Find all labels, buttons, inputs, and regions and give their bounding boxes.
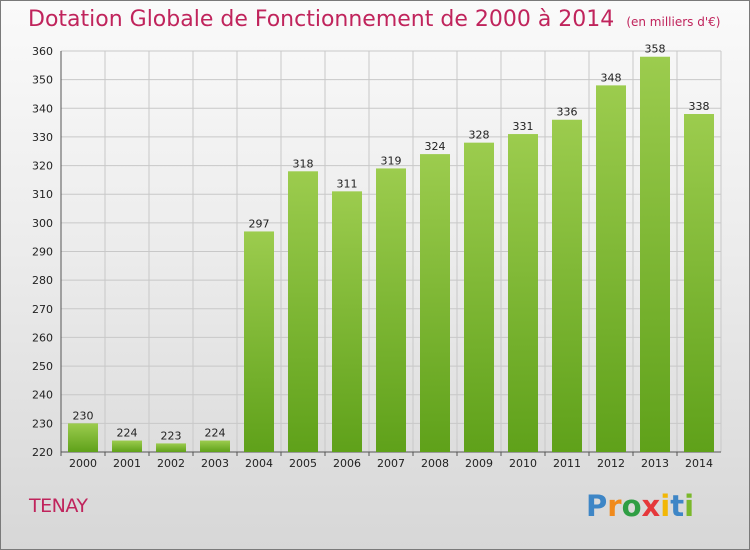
data-label: 319: [381, 154, 402, 167]
x-tick-label: 2000: [69, 457, 97, 470]
y-tick-label: 240: [32, 389, 53, 402]
bar-2014: [684, 114, 714, 452]
data-label: 230: [73, 409, 94, 422]
bar-2001: [112, 440, 142, 452]
y-tick-label: 220: [32, 446, 53, 459]
y-tick-label: 230: [32, 417, 53, 430]
data-label: 297: [249, 217, 270, 230]
data-label: 318: [293, 157, 314, 170]
bar-2000: [68, 423, 98, 452]
bar-2002: [156, 443, 186, 452]
y-tick-label: 350: [32, 74, 53, 87]
bars: [68, 56, 714, 453]
bar-2013: [640, 56, 670, 452]
y-tick-label: 290: [32, 246, 53, 259]
y-tick-label: 360: [32, 45, 53, 58]
labels: 220 230 240 250 260 270 280 290 300 310 320 330 340 3…: [32, 43, 713, 470]
bar-2010: [508, 134, 538, 453]
svg-text:Proxiti: Proxiti: [586, 489, 694, 523]
y-tick-label: 270: [32, 303, 53, 316]
y-tick-label: 310: [32, 188, 53, 201]
x-tick-label: 2010: [509, 457, 537, 470]
chart-title: Dotation Globale de Fonctionnement de 20…: [28, 7, 720, 32]
y-tick-label: 330: [32, 131, 53, 144]
data-label: 338: [689, 100, 710, 113]
x-tick-label: 2013: [641, 457, 669, 470]
x-tick-label: 2008: [421, 457, 449, 470]
bar-2003: [200, 440, 230, 452]
data-label: 348: [601, 71, 622, 84]
bar-2006: [332, 191, 362, 452]
y-tick-label: 340: [32, 102, 53, 115]
data-label: 358: [645, 43, 666, 56]
title-unit: (en milliers d'€): [626, 15, 721, 29]
x-tick-label: 2006: [333, 457, 361, 470]
bar-2012: [596, 85, 626, 452]
data-label: 311: [337, 177, 358, 190]
x-tick-label: 2007: [377, 457, 405, 470]
data-label: 328: [469, 129, 490, 142]
x-tick-label: 2014: [685, 457, 713, 470]
x-tick-label: 2005: [289, 457, 317, 470]
proxiti-logo: Proxiti: [586, 489, 694, 523]
x-tick-label: 2009: [465, 457, 493, 470]
bar-2005: [288, 171, 318, 453]
bar-2007: [376, 168, 406, 452]
data-label: 224: [117, 427, 138, 440]
x-tick-label: 2012: [597, 457, 625, 470]
city-name: TENAY: [29, 495, 88, 517]
x-tick-label: 2003: [201, 457, 229, 470]
bar-2008: [420, 154, 450, 452]
y-tick-label: 280: [32, 274, 53, 287]
bar-2004: [244, 231, 274, 452]
x-tick-label: 2002: [157, 457, 185, 470]
data-label: 224: [205, 427, 226, 440]
data-label: 331: [513, 120, 534, 133]
title-text: Dotation Globale de Fonctionnement de 20…: [28, 7, 615, 32]
y-tick-label: 320: [32, 160, 53, 173]
x-tick-label: 2011: [553, 457, 581, 470]
data-label: 324: [425, 140, 446, 153]
x-tick-label: 2004: [245, 457, 273, 470]
bar-2009: [464, 142, 494, 452]
data-label: 336: [557, 106, 578, 119]
y-tick-label: 250: [32, 360, 53, 373]
x-tick-label: 2001: [113, 457, 141, 470]
data-label: 223: [161, 429, 182, 442]
bar-2011: [552, 119, 582, 452]
y-tick-label: 260: [32, 331, 53, 344]
y-tick-label: 300: [32, 217, 53, 230]
